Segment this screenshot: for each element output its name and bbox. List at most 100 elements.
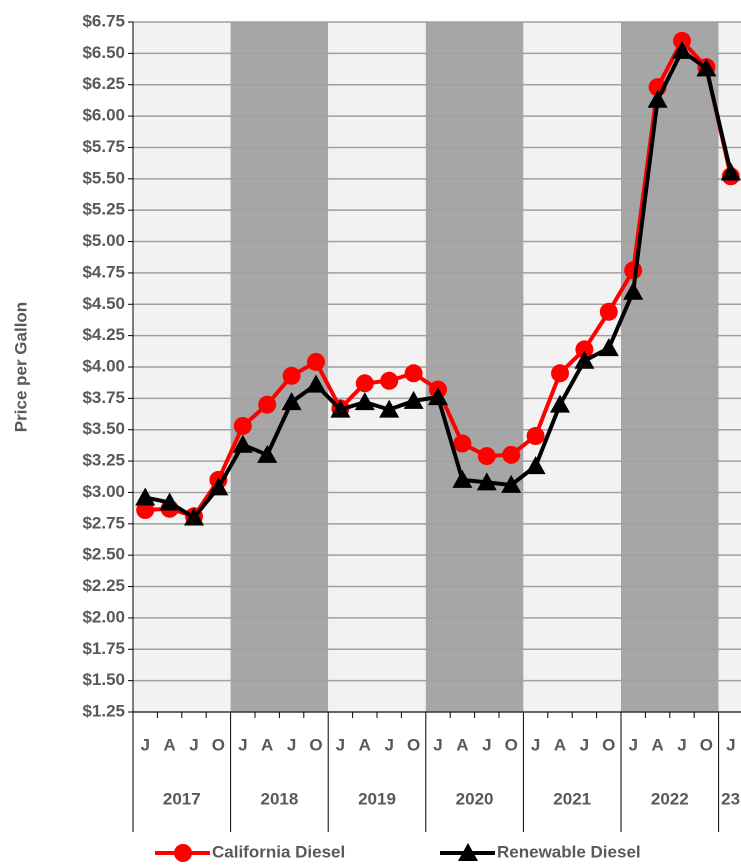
y-tick-label: $3.75: [82, 388, 125, 407]
y-tick-label: $2.50: [82, 545, 125, 564]
year-label: 2021: [553, 789, 591, 808]
marker: [599, 302, 618, 321]
x-tick-label: O: [212, 735, 225, 754]
marker: [282, 366, 301, 385]
y-tick-label: $2.00: [82, 607, 125, 626]
y-tick-label: $1.25: [82, 701, 125, 720]
marker: [477, 447, 496, 466]
y-tick-label: $3.50: [82, 419, 125, 438]
marker: [720, 162, 741, 181]
y-axis-title: Price per Gallon: [11, 302, 30, 432]
marker: [526, 427, 545, 445]
x-tick-label: O: [700, 735, 713, 754]
year-label: 23: [721, 789, 740, 808]
marker: [233, 416, 252, 435]
marker: [598, 338, 619, 357]
marker: [623, 281, 644, 300]
x-tick-label: J: [336, 735, 345, 754]
marker: [502, 445, 521, 464]
marker: [281, 392, 302, 411]
y-tick-label: $4.25: [82, 325, 125, 344]
x-tick-label: J: [189, 735, 198, 754]
x-tick-label: J: [726, 735, 735, 754]
year-label: 2017: [163, 789, 201, 808]
marker: [476, 472, 497, 491]
marker: [672, 40, 692, 59]
x-tick-label: J: [433, 735, 442, 754]
x-tick-label: J: [580, 735, 589, 754]
x-tick-label: J: [140, 735, 149, 754]
x-tick-label: A: [651, 735, 663, 754]
x-tick-label: A: [456, 735, 468, 754]
marker: [330, 399, 351, 418]
x-tick-label: A: [359, 735, 371, 754]
y-tick-label: $5.25: [82, 200, 125, 219]
x-tick-label: O: [505, 735, 518, 754]
y-tick-label: $6.25: [82, 74, 125, 93]
x-tick-label: O: [309, 735, 322, 754]
marker: [208, 477, 229, 496]
y-tick-label: $2.25: [82, 576, 125, 595]
y-tick-label: $3.25: [82, 451, 125, 470]
x-tick-label: O: [407, 735, 420, 754]
marker: [452, 469, 473, 488]
x-tick-label: J: [482, 735, 491, 754]
marker: [696, 58, 717, 77]
marker: [380, 371, 399, 390]
marker: [379, 399, 400, 418]
legend-label: California Diesel: [212, 842, 345, 861]
x-tick-label: J: [287, 735, 296, 754]
y-tick-label: $4.75: [82, 262, 125, 281]
year-label: 2019: [358, 789, 396, 808]
marker: [135, 487, 156, 506]
y-tick-label: $6.75: [82, 11, 125, 30]
marker: [458, 843, 478, 861]
x-tick-label: A: [554, 735, 566, 754]
year-label: 2020: [456, 789, 494, 808]
marker: [306, 374, 326, 393]
x-tick-label: J: [628, 735, 637, 754]
marker: [355, 374, 374, 393]
marker: [574, 350, 595, 369]
x-tick-label: O: [602, 735, 615, 754]
y-tick-label: $5.75: [82, 137, 125, 156]
marker: [501, 474, 522, 493]
x-tick-label: A: [163, 735, 175, 754]
year-label: 2018: [260, 789, 298, 808]
marker: [551, 364, 569, 383]
marker: [403, 390, 424, 409]
y-tick-label: $4.50: [82, 294, 125, 313]
marker: [174, 844, 192, 862]
x-tick-label: J: [384, 735, 393, 754]
y-tick-label: $4.00: [82, 356, 125, 375]
marker: [354, 392, 375, 411]
marker: [453, 434, 472, 453]
y-tick-label: $5.00: [82, 231, 125, 250]
marker: [184, 507, 204, 526]
year-label: 2022: [651, 789, 689, 808]
x-tick-label: J: [677, 735, 686, 754]
marker: [232, 434, 253, 453]
marker: [428, 387, 448, 406]
marker: [307, 352, 325, 371]
marker: [404, 364, 423, 383]
marker: [525, 456, 546, 475]
y-tick-label: $6.50: [82, 43, 125, 62]
marker: [159, 492, 180, 511]
marker: [550, 394, 570, 413]
marker: [258, 395, 277, 414]
y-tick-label: $3.00: [82, 482, 125, 501]
x-tick-label: J: [238, 735, 247, 754]
marker: [257, 444, 278, 463]
marker: [575, 340, 594, 359]
x-tick-label: J: [531, 735, 540, 754]
marker: [136, 501, 155, 520]
marker: [673, 31, 691, 50]
x-tick-label: A: [261, 735, 273, 754]
marker: [647, 89, 668, 108]
y-tick-label: $1.50: [82, 670, 125, 689]
y-tick-label: $2.75: [82, 513, 125, 532]
y-tick-label: $1.75: [82, 639, 125, 658]
